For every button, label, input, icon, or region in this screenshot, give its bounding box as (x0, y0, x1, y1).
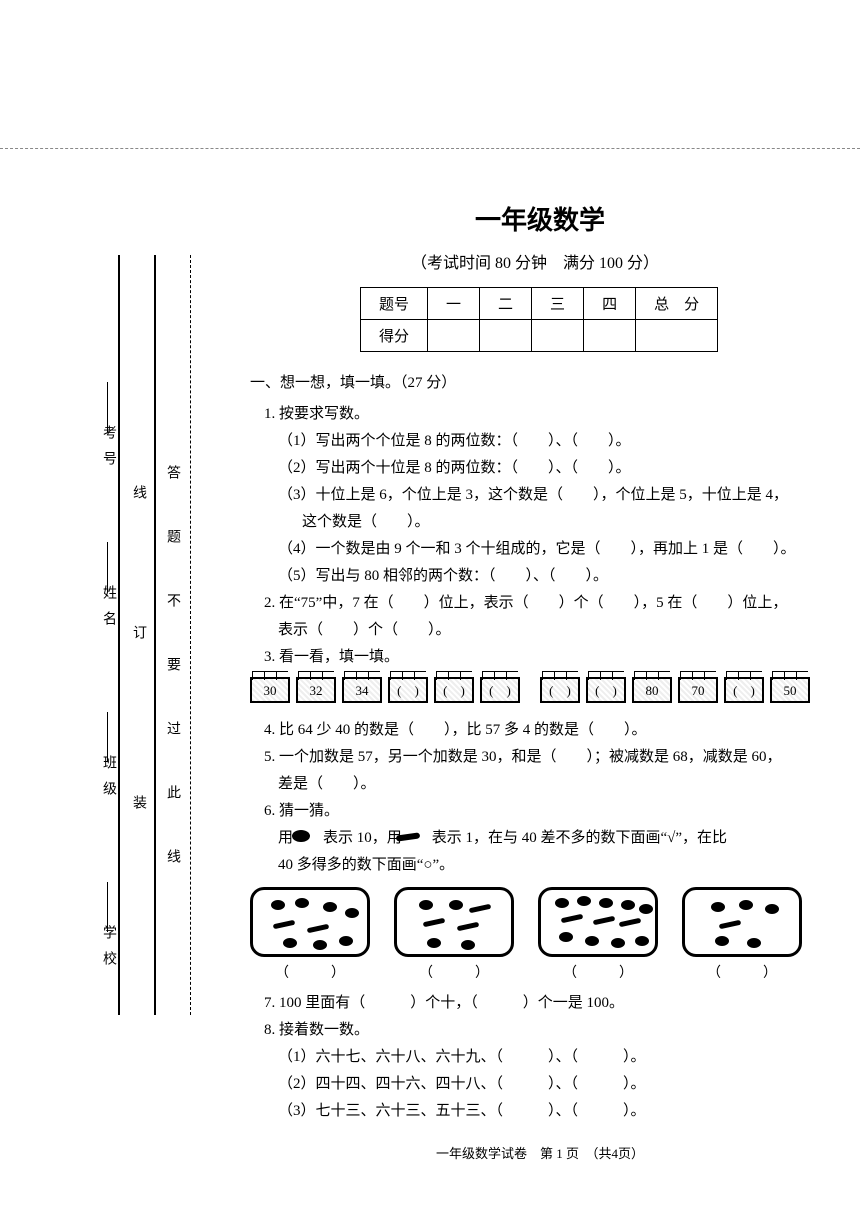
page-title: 一年级数学 (260, 200, 820, 237)
th-2: 二 (480, 288, 532, 320)
bead-box (250, 887, 370, 957)
numbox: 30 (250, 677, 290, 703)
field-school-line (107, 882, 121, 932)
th-total: 总 分 (636, 288, 718, 320)
field-name: 姓名 (98, 585, 118, 637)
q1-1: （1）写出两个个位是 8 的两位数：（ ）、（ ）。 (278, 428, 820, 455)
q2: 2. 在“75”中，7 在（ ）位上，表示（ ）个（ ），5 在（ ）位上， (264, 590, 820, 617)
q1-4: （4）一个数是由 9 个一和 3 个十组成的，它是（ ），再加上 1 是（ ）。 (278, 536, 820, 563)
q6a: 用 表示 10，用 表示 1，在与 40 差不多的数下面画“√”，在比 (278, 825, 820, 852)
q1-3b: 这个数是（ ）。 (302, 509, 820, 536)
q1-2: （2）写出两个十位是 8 的两位数：（ ）、（ ）。 (278, 455, 820, 482)
th-4: 四 (584, 288, 636, 320)
score-table: 题号 一 二 三 四 总 分 得分 (360, 287, 718, 352)
th-1: 一 (428, 288, 480, 320)
q1: 1. 按要求写数。 (264, 401, 820, 428)
q5b: 差是（ ）。 (278, 771, 820, 798)
q7: 7. 100 里面有（ ）个十，（ ）个一是 100。 (264, 990, 820, 1017)
bead-row: （ ） （ ） (250, 887, 820, 986)
table-row: 题号 一 二 三 四 总 分 (361, 288, 718, 320)
section-1-heading: 一、想一想，填一填。（27 分） (250, 370, 820, 397)
th-label: 题号 (361, 288, 428, 320)
td-blank (532, 320, 584, 352)
bead-group-4: （ ） (682, 887, 802, 986)
bead-box (394, 887, 514, 957)
bead-group-2: （ ） (394, 887, 514, 986)
field-examno: 考号 (98, 425, 118, 477)
field-name-line (107, 542, 121, 592)
bead-group-3: （ ） (538, 887, 658, 986)
bead-box (538, 887, 658, 957)
q1-3: （3）十位上是 6，个位上是 3，这个数是（ ），个位上是 5，十位上是 4， (278, 482, 820, 509)
numbox: ( ) (540, 677, 580, 703)
numbox: ( ) (388, 677, 428, 703)
legend-dot-icon (292, 830, 310, 842)
number-line: 30 32 34 ( ) ( ) ( ) ( ) ( ) 80 70 ( ) 5… (250, 677, 810, 709)
exam-page: 一年级数学 （考试时间 80 分钟 满分 100 分） 题号 一 二 三 四 总… (140, 200, 820, 1162)
field-class: 班级 (98, 755, 118, 807)
numbox: 80 (632, 677, 672, 703)
numbox: ( ) (480, 677, 520, 703)
bead-answer: （ ） (682, 961, 802, 986)
bead-group-1: （ ） (250, 887, 370, 986)
numbox: 50 (770, 677, 810, 703)
q6a-text: 用 表示 10，用 表示 1，在与 40 差不多的数下面画“√”，在比 (278, 830, 727, 846)
q6a2: 40 多得多的数下面画“○”。 (278, 852, 820, 879)
field-examno-line (107, 382, 121, 432)
q6: 6. 猜一猜。 (264, 798, 820, 825)
bead-answer: （ ） (250, 961, 370, 986)
q2b: 表示（ ）个（ ）。 (278, 617, 820, 644)
bead-box (682, 887, 802, 957)
td-blank (428, 320, 480, 352)
numbox: ( ) (586, 677, 626, 703)
td-blank (584, 320, 636, 352)
exam-subtitle: （考试时间 80 分钟 满分 100 分） (250, 249, 820, 273)
q8-1: （1）六十七、六十八、六十九、（ ）、（ ）。 (278, 1044, 820, 1071)
td-blank (480, 320, 532, 352)
q3: 3. 看一看，填一填。 (264, 644, 820, 671)
table-row: 得分 (361, 320, 718, 352)
numbox: ( ) (434, 677, 474, 703)
content-body: 一、想一想，填一填。（27 分） 1. 按要求写数。 （1）写出两个个位是 8 … (250, 370, 820, 1125)
field-school: 学校 (98, 925, 118, 977)
q8-3: （3）七十三、六十三、五十三、（ ）、（ ）。 (278, 1098, 820, 1125)
scan-artifact-line (0, 148, 860, 149)
th-3: 三 (532, 288, 584, 320)
bead-answer: （ ） (394, 961, 514, 986)
q8-2: （2）四十四、四十六、四十八、（ ）、（ ）。 (278, 1071, 820, 1098)
numbox: 32 (296, 677, 336, 703)
td-score-label: 得分 (361, 320, 428, 352)
q8: 8. 接着数一数。 (264, 1017, 820, 1044)
numbox: 34 (342, 677, 382, 703)
q5: 5. 一个加数是 57，另一个加数是 30，和是（ ）；被减数是 68，减数是 … (264, 744, 820, 771)
page-footer: 一年级数学试卷 第 1 页 （共4页） (260, 1143, 820, 1162)
q1-5: （5）写出与 80 相邻的两个数：（ ）、（ ）。 (278, 563, 820, 590)
field-class-line (107, 712, 121, 762)
td-blank (636, 320, 718, 352)
numbox: 70 (678, 677, 718, 703)
numbox: ( ) (724, 677, 764, 703)
bead-answer: （ ） (538, 961, 658, 986)
q4: 4. 比 64 少 40 的数是（ ），比 57 多 4 的数是（ ）。 (264, 717, 820, 744)
